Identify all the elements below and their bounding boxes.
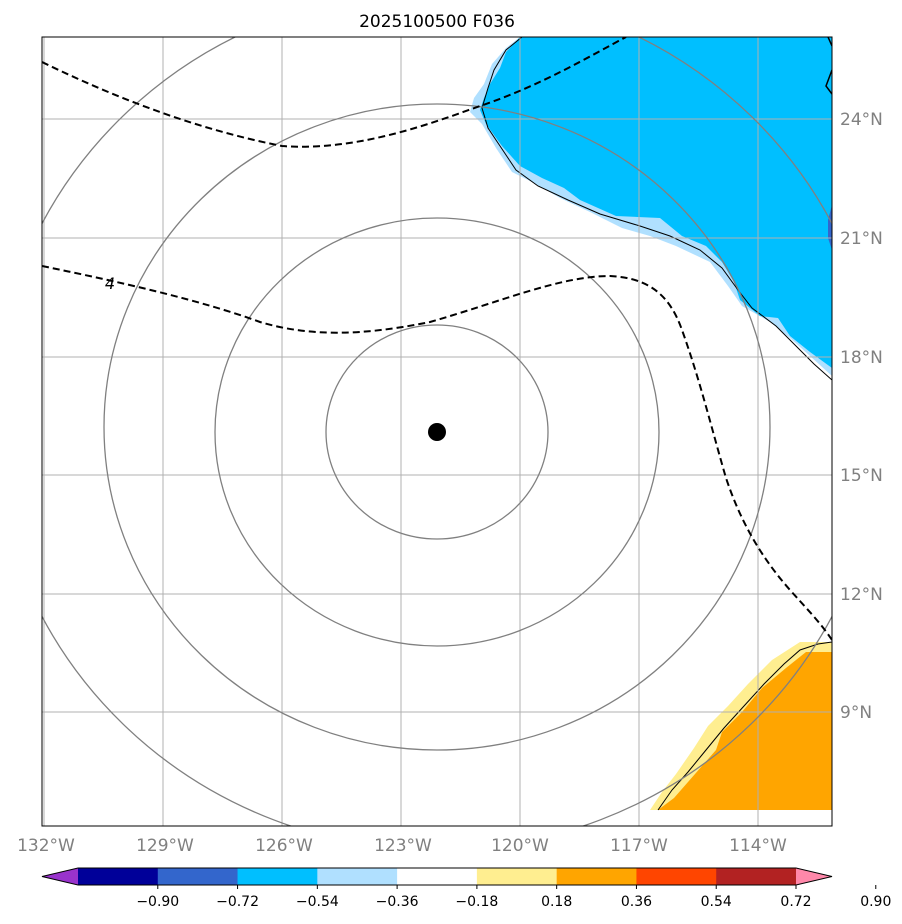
colorbar-tick-label: 0.54 <box>701 894 732 910</box>
latitude-labels: 24°N 21°N 18°N 15°N 12°N 9°N <box>840 110 883 723</box>
figure-title: 2025100500 F036 <box>359 12 515 32</box>
lat-label: 21°N <box>840 229 883 249</box>
colorbar-segment <box>556 868 637 885</box>
contour-label: 4 <box>105 274 115 293</box>
map-panel: 4 <box>41 36 833 827</box>
lat-label: 9°N <box>840 703 872 723</box>
lat-label: 24°N <box>840 110 883 130</box>
coastline-peninsula <box>825 37 832 95</box>
colorbar-extend-low <box>42 868 78 885</box>
colorbar-extend-high <box>796 868 832 885</box>
colorbar-segment <box>317 868 398 885</box>
colorbar-segment <box>78 868 159 885</box>
colorbar-segment <box>157 868 239 885</box>
colorbar-tick-label: −0.36 <box>376 894 419 910</box>
colorbar-tick-label: 0.18 <box>541 894 572 910</box>
graticule <box>42 37 832 826</box>
negative-anomaly-strong <box>828 205 832 250</box>
lon-label: 117°W <box>610 836 668 856</box>
colorbar-tick-label: 0.90 <box>860 894 891 910</box>
positive-anomaly-fill <box>658 652 832 810</box>
lon-label: 120°W <box>491 836 549 856</box>
distance-ring <box>103 103 771 751</box>
colorbar-tick-label: 0.72 <box>780 894 811 910</box>
distance-ring <box>214 217 660 647</box>
colorbar-segment <box>716 868 797 885</box>
colorbar-outline <box>41 867 833 886</box>
storm-center-marker <box>428 423 446 441</box>
distance-rings <box>42 37 832 826</box>
distance-ring <box>325 324 549 540</box>
lon-label: 126°W <box>255 836 313 856</box>
lat-label: 12°N <box>840 585 883 605</box>
colorbar-tick-label: 0.36 <box>621 894 652 910</box>
longitude-labels: 132°W 129°W 126°W 123°W 120°W 117°W 114°… <box>17 836 787 856</box>
colorbar-tick-label: −0.18 <box>455 894 498 910</box>
colorbar-segment <box>397 868 478 885</box>
contour-line-4 <box>42 265 832 641</box>
lon-label: 132°W <box>17 836 75 856</box>
coastline-north <box>481 37 832 381</box>
colorbar-tick-label: −0.72 <box>216 894 259 910</box>
negative-anomaly-fill <box>480 37 832 368</box>
colorbar-segment <box>237 868 318 885</box>
lat-label: 18°N <box>840 348 883 368</box>
lon-label: 114°W <box>729 836 787 856</box>
contour-line-north <box>42 37 627 148</box>
colorbar-tick-label: −0.90 <box>136 894 179 910</box>
colorbar: −0.90 −0.72 −0.54 −0.36 −0.18 0.18 0.36 0.54 0.7… <box>41 867 891 910</box>
pressure-contours <box>42 37 832 641</box>
lon-label: 123°W <box>374 836 432 856</box>
lat-label: 15°N <box>840 466 883 486</box>
colorbar-segment <box>636 868 717 885</box>
map-frame <box>41 36 833 827</box>
colorbar-segment <box>476 868 558 885</box>
lon-label: 129°W <box>136 836 194 856</box>
colorbar-tick-label: −0.54 <box>296 894 339 910</box>
